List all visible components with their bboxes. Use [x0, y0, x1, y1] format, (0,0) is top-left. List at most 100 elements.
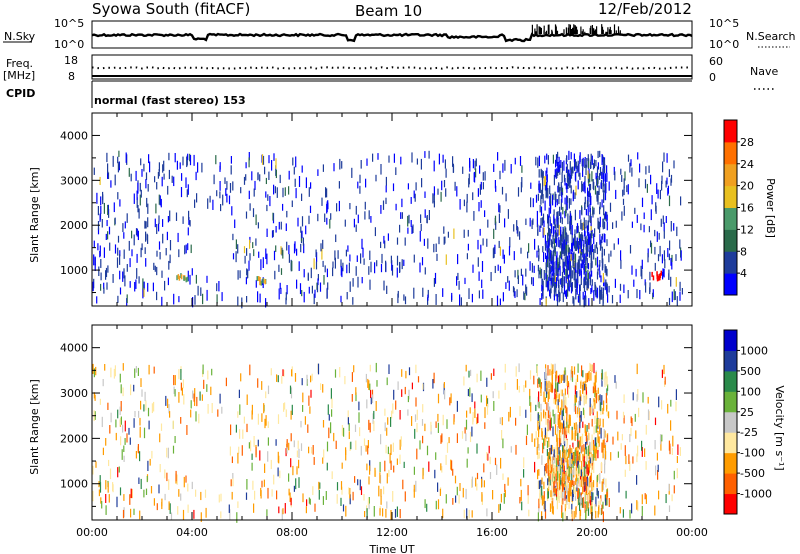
echo-cell: [288, 170, 290, 180]
echo-cell: [490, 272, 492, 282]
echo-cell: [352, 278, 354, 287]
echo-cell: [585, 446, 587, 455]
echo-cell: [657, 189, 659, 199]
echo-cell: [399, 261, 401, 273]
echo-cell: [560, 476, 562, 486]
echo-cell: [288, 186, 290, 195]
echo-cell: [535, 156, 537, 166]
echo-cell: [133, 508, 135, 515]
echo-cell: [341, 462, 343, 469]
echo-cell: [552, 277, 554, 287]
echo-cell: [369, 250, 371, 260]
echo-cell: [570, 249, 572, 258]
strong-echo-cell: [259, 277, 261, 282]
echo-cell: [564, 427, 566, 438]
echo-cell: [465, 433, 467, 442]
echo-cell: [528, 509, 530, 517]
echo-cell: [558, 290, 560, 298]
echo-cell: [631, 503, 633, 514]
echo-cell: [228, 195, 231, 205]
echo-cell: [300, 420, 302, 428]
echo-cell: [306, 374, 308, 385]
echo-cell: [573, 467, 575, 476]
velocity-colorbar-swatch: [724, 493, 737, 515]
echo-cell: [241, 445, 243, 456]
echo-cell: [144, 247, 146, 254]
echo-cell: [540, 206, 543, 216]
echo-cell: [271, 489, 273, 497]
echo-cell: [539, 379, 541, 387]
echo-cell: [351, 167, 353, 178]
echo-cell: [582, 421, 584, 428]
echo-cell: [599, 150, 601, 158]
echo-cell: [500, 493, 502, 503]
echo-cell: [650, 174, 652, 185]
noise-left-label: N.Sky: [4, 30, 36, 43]
echo-cell: [580, 233, 582, 243]
echo-cell: [553, 294, 555, 301]
echo-cell: [411, 382, 413, 390]
echo-cell: [567, 177, 569, 187]
velocity-colorbar: Velocity [m s⁻¹] -1000-500-100-252510050…: [723, 329, 786, 515]
echo-cell: [295, 156, 297, 168]
echo-cell: [546, 153, 548, 160]
echo-cell: [599, 425, 601, 435]
echo-cell: [559, 255, 561, 265]
echo-cell: [197, 162, 199, 173]
echo-cell: [94, 394, 96, 401]
echo-cell: [534, 238, 536, 250]
echo-cell: [261, 381, 263, 390]
echo-cell: [242, 429, 244, 439]
echo-cell: [200, 287, 202, 296]
echo-cell: [548, 276, 550, 286]
echo-cell: [602, 440, 604, 451]
echo-cell: [102, 194, 104, 205]
echo-cell: [562, 374, 564, 381]
echo-cell: [267, 437, 269, 446]
echo-cell: [129, 437, 131, 445]
echo-cell: [230, 479, 232, 487]
echo-cell: [599, 418, 601, 426]
echo-cell: [463, 229, 465, 238]
echo-cell: [545, 272, 547, 280]
echo-cell: [235, 251, 237, 263]
echo-cell: [463, 509, 465, 519]
echo-cell: [618, 481, 620, 493]
echo-cell: [578, 400, 580, 412]
echo-cell: [258, 251, 260, 258]
echo-cell: [186, 156, 188, 168]
echo-cell: [457, 254, 459, 265]
echo-cell: [569, 444, 571, 455]
echo-cell: [156, 182, 158, 190]
echo-cell: [572, 296, 574, 304]
echo-cell: [651, 195, 653, 205]
echo-cell: [365, 178, 367, 188]
echo-cell: [621, 434, 623, 441]
echo-cell: [433, 160, 435, 172]
echo-cell: [603, 477, 605, 485]
echo-cell: [546, 440, 549, 448]
echo-cell: [355, 266, 357, 276]
echo-cell: [659, 434, 662, 445]
echo-cell: [517, 275, 519, 284]
echo-cell: [508, 280, 510, 291]
echo-cell: [393, 389, 395, 400]
echo-cell: [469, 407, 471, 414]
echo-cell: [569, 258, 571, 269]
echo-cell: [550, 249, 552, 259]
echo-cell: [646, 183, 648, 193]
echo-cell: [169, 254, 171, 264]
echo-cell: [514, 157, 516, 165]
echo-cell: [248, 260, 250, 271]
echo-cell: [382, 508, 384, 517]
echo-cell: [99, 398, 101, 405]
echo-cell: [585, 442, 587, 450]
echo-cell: [366, 158, 368, 166]
echo-cell: [347, 417, 349, 425]
echo-cell: [572, 252, 574, 262]
echo-cell: [591, 270, 593, 277]
echo-cell: [358, 401, 360, 411]
echo-cell: [456, 433, 458, 444]
echo-cell: [168, 404, 170, 414]
echo-cell: [285, 297, 287, 305]
